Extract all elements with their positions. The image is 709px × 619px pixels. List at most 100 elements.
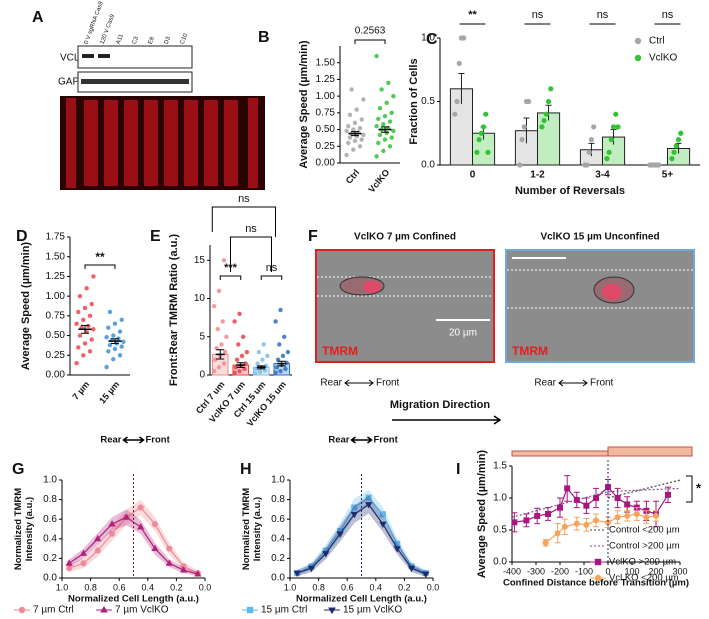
cell-signal xyxy=(363,281,381,293)
y-tick-label: 0 xyxy=(199,370,205,381)
y-tick-label: 0.4 xyxy=(271,533,285,544)
data-point xyxy=(351,127,356,132)
data-point xyxy=(282,334,287,339)
data-point xyxy=(534,512,541,519)
data-point xyxy=(476,137,482,143)
legend-label: VclKO xyxy=(649,53,678,64)
rear-label: Rear xyxy=(320,378,342,389)
data-point xyxy=(278,368,283,374)
annotation: ** xyxy=(468,9,477,21)
gel-lane xyxy=(224,100,238,186)
x-tick-label: 0.0 xyxy=(427,582,440,592)
panel-letter: D xyxy=(16,228,28,245)
data-point xyxy=(614,495,621,501)
data-point xyxy=(526,98,532,105)
data-point xyxy=(624,501,631,508)
series-line xyxy=(514,486,669,523)
data-point xyxy=(82,341,88,346)
x-tick-label: 0.6 xyxy=(113,582,126,592)
data-point xyxy=(252,371,258,376)
data-point xyxy=(280,353,286,359)
data-point xyxy=(669,156,675,162)
data-point xyxy=(454,98,460,105)
legend-marker xyxy=(100,605,108,613)
data-point xyxy=(213,357,218,362)
y-axis-label: Intensity (a.u.) xyxy=(24,497,35,561)
y-tick-label: 0.5 xyxy=(421,96,435,107)
data-point xyxy=(94,547,101,554)
data-point xyxy=(379,511,386,518)
data-point xyxy=(357,144,363,149)
panel-letter: G xyxy=(12,461,24,478)
data-point xyxy=(222,349,228,355)
x-tick-label: 0.8 xyxy=(84,582,97,592)
x-tick-label: 0.2 xyxy=(398,582,411,592)
data-point xyxy=(374,53,379,59)
x-axis-label: Number of Reversals xyxy=(515,185,625,197)
data-point xyxy=(573,496,580,503)
data-point xyxy=(483,111,489,117)
data-point xyxy=(137,523,145,530)
data-point xyxy=(379,521,387,528)
y-tick-label: 0.0 xyxy=(271,573,285,584)
data-point xyxy=(517,162,523,168)
data-point xyxy=(361,97,366,102)
y-tick-label: 1.25 xyxy=(46,271,66,282)
rear-label: Rear xyxy=(534,378,556,389)
gel-lane xyxy=(184,100,198,186)
x-tick-label: 300 xyxy=(672,566,687,576)
data-point xyxy=(66,565,73,572)
data-point xyxy=(211,303,217,309)
data-point xyxy=(179,566,188,573)
data-point xyxy=(542,539,549,546)
data-point xyxy=(613,111,619,117)
data-point xyxy=(543,111,549,117)
x-tick-label: 0.2 xyxy=(170,582,183,592)
x-tick-label: 0.8 xyxy=(312,582,325,592)
data-point xyxy=(74,321,79,326)
y-tick-label: 10 xyxy=(194,293,206,304)
panel-letter: B xyxy=(258,29,270,46)
data-point xyxy=(591,124,597,130)
x-tick-label: 1.0 xyxy=(284,582,297,592)
data-point xyxy=(374,154,379,159)
data-point xyxy=(374,124,379,129)
x-tick-label: -200 xyxy=(551,566,569,576)
data-point xyxy=(407,565,416,573)
data-point xyxy=(389,135,394,140)
y-tick-label: 1.5 xyxy=(493,461,507,472)
data-point xyxy=(233,365,239,370)
double-arrow xyxy=(558,379,588,387)
y-tick-label: 1.75 xyxy=(46,232,66,243)
error-bar xyxy=(277,360,286,367)
lane-label: D3 xyxy=(164,35,172,45)
panel-letter: E xyxy=(150,228,161,245)
data-point xyxy=(379,87,384,92)
y-tick-label: 1.50 xyxy=(316,57,336,68)
data-point xyxy=(277,342,282,347)
y-tick-label: 0.4 xyxy=(43,533,57,544)
y-tick-label: 0.75 xyxy=(316,107,336,118)
data-point xyxy=(87,349,93,354)
series-line xyxy=(511,487,681,518)
y-axis-label: Average Speed (µm/min) xyxy=(20,242,32,371)
data-point xyxy=(633,511,640,517)
data-point xyxy=(604,156,610,162)
error-bar xyxy=(351,131,359,137)
annotation: ns xyxy=(238,193,250,205)
data-point xyxy=(220,319,225,324)
data-point xyxy=(322,547,329,554)
data-point xyxy=(108,520,116,527)
bracket xyxy=(686,475,693,503)
data-point xyxy=(384,100,389,106)
data-point xyxy=(350,511,358,519)
data-point xyxy=(523,517,530,524)
lane-label: C3 xyxy=(132,35,140,45)
x-tick-label: -100 xyxy=(575,566,593,576)
y-tick-label: 1.50 xyxy=(46,251,66,262)
data-point xyxy=(211,368,217,374)
annotation: ** xyxy=(95,250,105,264)
data-point xyxy=(665,491,671,498)
data-point xyxy=(77,333,83,338)
data-point xyxy=(80,560,87,567)
